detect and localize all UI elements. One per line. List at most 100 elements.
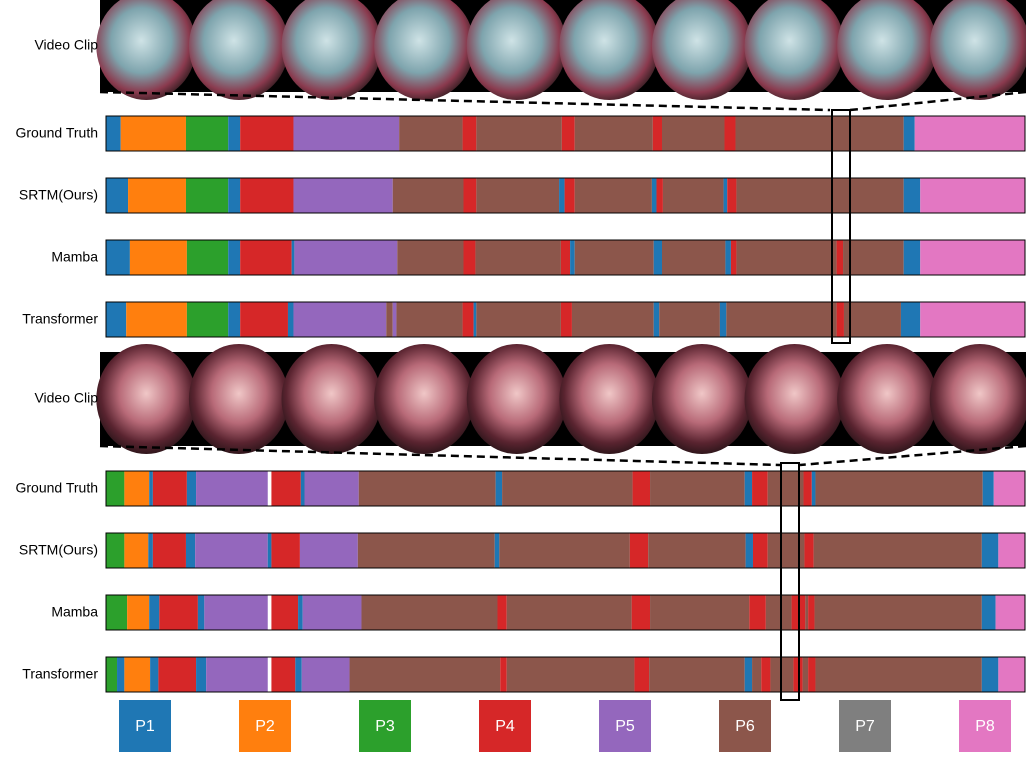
- phase-segment: [357, 533, 495, 568]
- phase-segment: [298, 595, 303, 630]
- phase-segment: [475, 240, 561, 275]
- legend-label: P4: [495, 718, 515, 735]
- phase-segment: [920, 302, 1025, 337]
- video-frame: [559, 344, 660, 454]
- phase-segment: [836, 302, 844, 337]
- video-frame: [374, 344, 475, 454]
- phase-segment: [240, 240, 292, 275]
- video-frame: [374, 0, 475, 100]
- phase-segment: [752, 533, 768, 568]
- phase-segment: [634, 657, 650, 692]
- phase-segment: [661, 240, 726, 275]
- phase-segment: [271, 657, 296, 692]
- legend-label: P1: [135, 718, 155, 735]
- phase-segment: [240, 302, 288, 337]
- phase-segment: [993, 471, 1025, 506]
- phase-segment: [159, 595, 198, 630]
- phase-segment: [476, 302, 561, 337]
- phase-segment: [998, 657, 1025, 692]
- phase-segment: [463, 178, 477, 213]
- phase-segment: [574, 240, 654, 275]
- phase-segment: [361, 595, 498, 630]
- zoom-line: [849, 90, 1026, 112]
- phase-segment: [197, 595, 205, 630]
- phase-segment: [914, 116, 1025, 151]
- phase-segment: [745, 533, 753, 568]
- phase-segment: [752, 657, 762, 692]
- phase-segment: [752, 471, 768, 506]
- phase-segment: [349, 657, 501, 692]
- phase-segment: [196, 657, 207, 692]
- phase-segment: [106, 240, 130, 275]
- phase-segment: [815, 471, 983, 506]
- row-label: Mamba: [51, 604, 98, 620]
- video-frame: [651, 0, 752, 100]
- phase-segment: [293, 178, 393, 213]
- phase-segment: [106, 657, 118, 692]
- video-frame: [188, 344, 289, 454]
- phase-segment: [185, 178, 229, 213]
- phase-segment: [631, 595, 651, 630]
- clip-label: Video Clip: [34, 37, 98, 53]
- phase-segment: [836, 240, 844, 275]
- phase-segment: [744, 471, 753, 506]
- highlight-box: [831, 109, 851, 344]
- phase-segment: [463, 240, 476, 275]
- bar-outline: [105, 470, 1026, 507]
- phase-segment: [149, 595, 160, 630]
- phase-segment: [995, 595, 1025, 630]
- phase-segment: [497, 595, 507, 630]
- phase-segment: [920, 240, 1025, 275]
- phase-segment: [195, 533, 268, 568]
- phase-segment: [293, 116, 400, 151]
- phase-segment: [815, 657, 982, 692]
- video-frame: [96, 0, 197, 100]
- legend-swatch: [359, 700, 411, 752]
- zoom-line: [799, 444, 1026, 467]
- phase-segment: [559, 178, 565, 213]
- phase-segment: [204, 595, 268, 630]
- bar-outline: [105, 115, 1026, 152]
- phase-segment: [719, 302, 727, 337]
- phase-segment: [632, 471, 651, 506]
- phase-segment: [392, 178, 464, 213]
- video-frame: [96, 344, 197, 454]
- phase-segment: [392, 302, 397, 337]
- video-frame: [744, 0, 845, 100]
- phase-segment: [661, 116, 725, 151]
- phase-segment: [124, 657, 151, 692]
- phase-segment: [228, 178, 241, 213]
- phase-segment: [240, 116, 294, 151]
- phase-segment: [920, 178, 1025, 213]
- phase-segment: [148, 533, 153, 568]
- phase-segment: [120, 116, 186, 151]
- phase-segment: [802, 657, 809, 692]
- phase-segment: [106, 533, 125, 568]
- phase-segment: [982, 471, 994, 506]
- phase-segment: [900, 302, 921, 337]
- phase-segment: [724, 116, 736, 151]
- phase-segment: [736, 178, 904, 213]
- phase-segment: [803, 471, 812, 506]
- highlight-box: [780, 462, 800, 701]
- zoom-line: [99, 90, 831, 112]
- phase-segment: [186, 471, 197, 506]
- bar-outline: [105, 177, 1026, 214]
- phase-segment: [767, 471, 804, 506]
- phase-segment: [127, 595, 150, 630]
- video-frame: [559, 0, 660, 100]
- phase-segment: [206, 657, 268, 692]
- phase-segment: [287, 302, 294, 337]
- phase-segment: [903, 178, 921, 213]
- phase-segment: [494, 533, 500, 568]
- phase-segment: [293, 302, 387, 337]
- legend-swatch: [479, 700, 531, 752]
- phase-segment: [358, 471, 496, 506]
- video-frame: [281, 0, 382, 100]
- phase-segment: [149, 471, 153, 506]
- video-frame: [929, 0, 1026, 100]
- phase-segment: [570, 240, 575, 275]
- phase-segment: [117, 657, 125, 692]
- phase-segment: [502, 471, 633, 506]
- video-frame: [837, 344, 938, 454]
